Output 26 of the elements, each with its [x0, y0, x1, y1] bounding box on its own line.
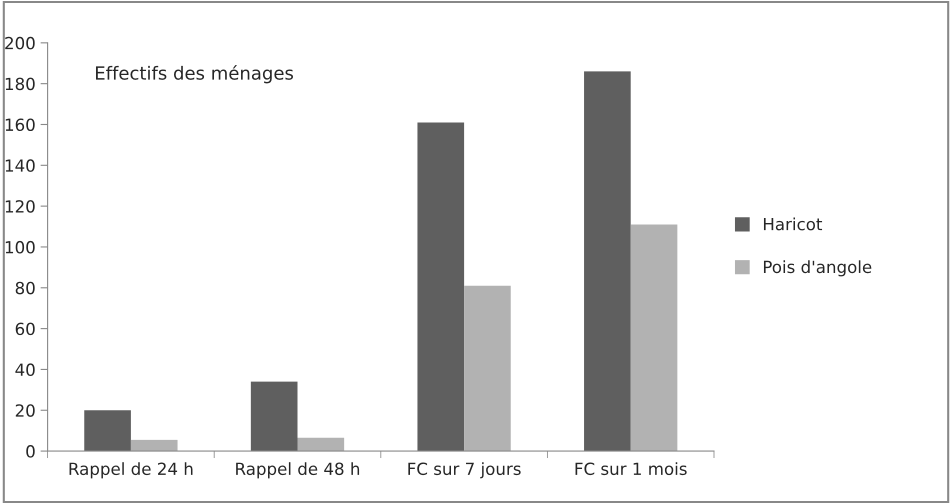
bar [464, 286, 511, 452]
y-tick-label: 120 [6, 200, 35, 213]
y-tick-label: 60 [16, 322, 35, 336]
legend-label: Pois d'angole [764, 260, 872, 276]
bar [630, 224, 678, 452]
y-tick-label: 40 [15, 363, 35, 376]
y-tick-label: 200 [5, 36, 35, 50]
bar [417, 122, 464, 452]
x-tick-label: Rappel de 48 h [236, 462, 360, 478]
x-tick-label: FC sur 1 mois [576, 462, 687, 476]
y-tick-label: 160 [6, 118, 35, 132]
y-tick-label: 80 [16, 282, 35, 294]
y-tick-label: 100 [6, 240, 35, 254]
x-tick-label: Rappel de 24 h [70, 462, 192, 478]
bar [584, 71, 631, 452]
y-tick-label: 20 [16, 404, 35, 417]
bar [84, 410, 131, 452]
y-tick-label: 0 [26, 445, 35, 458]
y-tick-label: 140 [6, 159, 35, 172]
y-tick-label: 180 [6, 78, 35, 90]
bar [298, 438, 344, 452]
text: Effectifs des ménages [96, 65, 294, 84]
x-tick-label: FC sur 7 jours [408, 462, 521, 478]
legend-label: Haricot [764, 217, 822, 230]
bar [130, 440, 178, 452]
bar [250, 382, 298, 452]
